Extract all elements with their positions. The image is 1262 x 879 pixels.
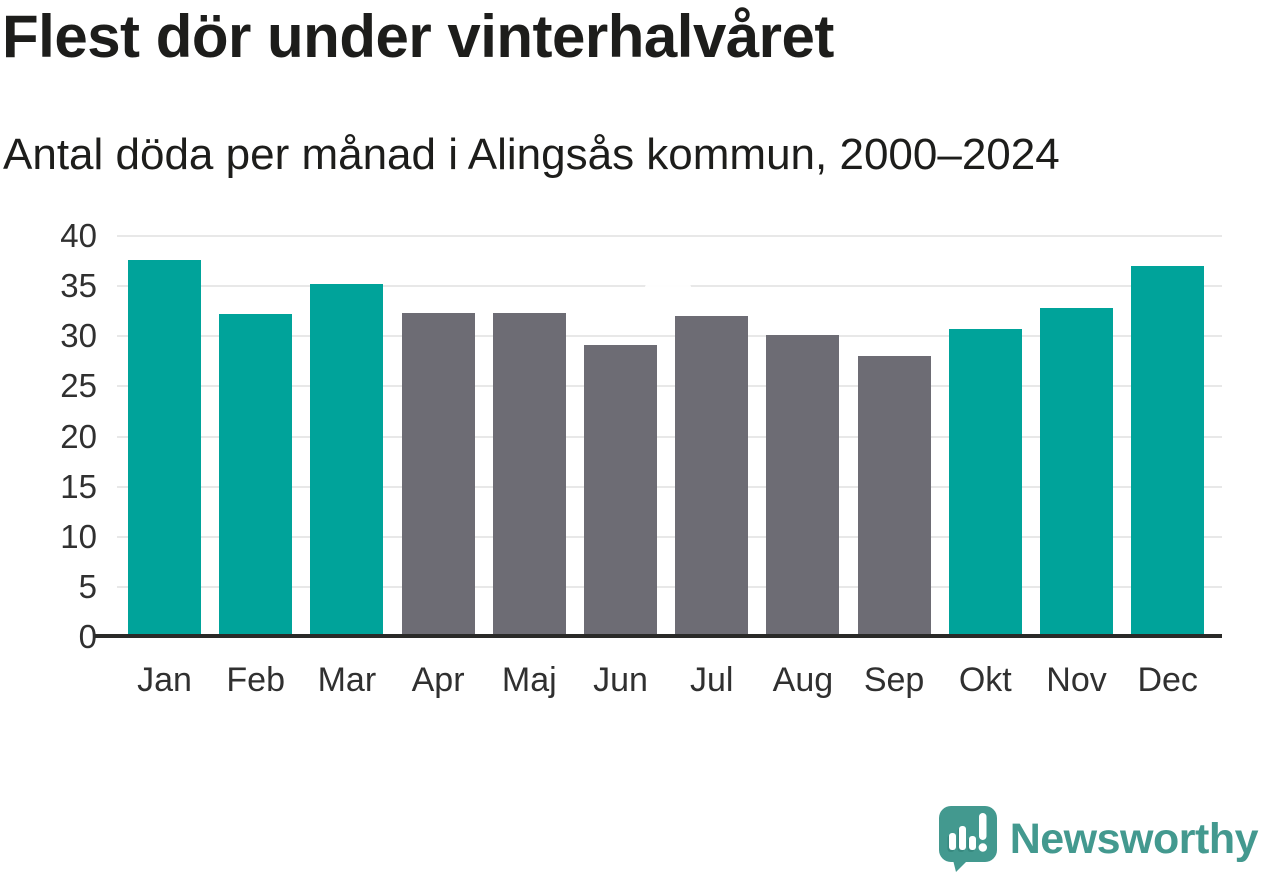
y-tick-label-20: 20 (60, 417, 97, 455)
bar-aug (766, 335, 840, 637)
bar-maj (492, 313, 566, 637)
gridline-40 (117, 235, 1222, 237)
chart-subtitle: Antal döda per månad i Alingsås kommun, … (3, 130, 1060, 179)
bar-jun (584, 345, 657, 637)
newsworthy-logo-icon (938, 806, 997, 872)
x-tick-label-okt: Okt (958, 661, 1012, 699)
newsworthy-logo: Newsworthy (938, 805, 1259, 873)
gridline-10 (117, 535, 1222, 538)
x-tick-label-mar: Mar (317, 661, 377, 699)
gridline-30 (117, 335, 1222, 338)
x-tick-label-maj: Maj (501, 661, 557, 699)
bar-mar (310, 284, 384, 637)
bar-dec (1131, 266, 1205, 637)
y-tick-label-5: 5 (78, 567, 97, 605)
x-tick-label-nov: Nov (1046, 661, 1107, 699)
bar-apr (401, 313, 475, 637)
y-tick-label-35: 35 (60, 267, 97, 305)
gridline-5 (117, 585, 1222, 588)
y-tick-label-0: 0 (78, 618, 97, 655)
x-tick-label-sep: Sep (863, 661, 925, 699)
bar-nov (1040, 308, 1113, 637)
newsworthy-logo-text: Newsworthy (1009, 814, 1259, 863)
bar-sep (857, 356, 931, 637)
y-tick-label-15: 15 (60, 467, 97, 505)
bar-feb (219, 314, 293, 637)
x-tick-label-feb: Feb (226, 661, 285, 699)
gridline-25 (117, 385, 1222, 388)
y-tick-label-40: 40 (60, 217, 97, 254)
bar-okt (948, 329, 1022, 637)
gridline-15 (117, 485, 1222, 488)
x-tick-label-jun: Jun (593, 661, 648, 699)
y-tick-label-25: 25 (60, 367, 97, 405)
bar-jan (128, 260, 201, 637)
x-tick-label-aug: Aug (772, 661, 834, 699)
x-axis-line (95, 634, 1222, 638)
x-tick-label-dec: Dec (1137, 661, 1198, 699)
x-tick-label-apr: Apr (411, 661, 465, 699)
page-title: Flest dör under vinterhalvåret (2, 3, 834, 70)
white-smudge-artifact (645, 280, 691, 293)
y-tick-label-30: 30 (60, 317, 97, 355)
bar-jul (675, 316, 749, 637)
y-tick-label-10: 10 (60, 517, 97, 555)
x-tick-label-jan: Jan (137, 661, 192, 699)
x-tick-label-jul: Jul (689, 661, 734, 699)
gridline-20 (117, 435, 1222, 438)
